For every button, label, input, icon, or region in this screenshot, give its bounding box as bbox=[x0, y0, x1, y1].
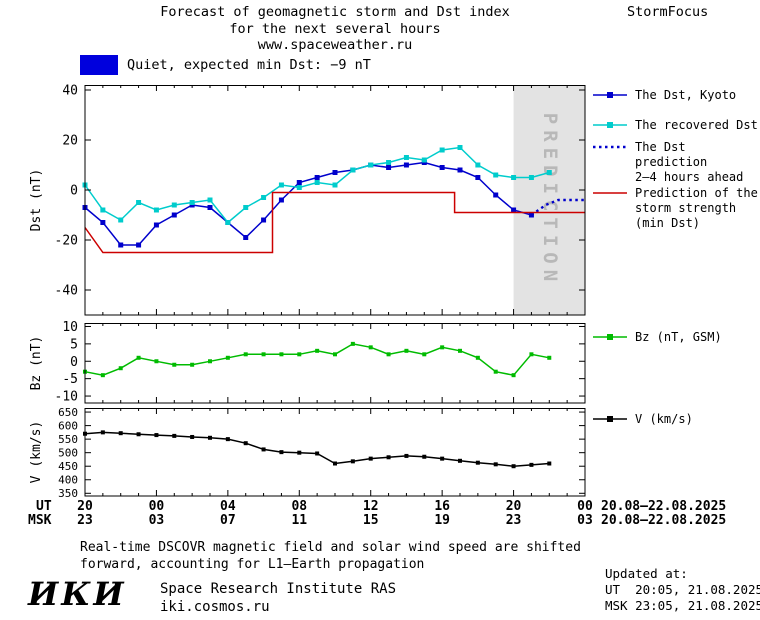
y-axis-label: Bz (nT) bbox=[29, 336, 44, 391]
legend-marker-icon bbox=[593, 334, 627, 340]
ut-tick-4: 12 bbox=[362, 499, 379, 514]
svg-text:-10: -10 bbox=[55, 390, 78, 405]
legend-label: V (km/s) bbox=[635, 412, 693, 426]
svg-text:450: 450 bbox=[58, 460, 78, 473]
legend-marker-icon bbox=[593, 192, 627, 194]
svg-text:10: 10 bbox=[62, 320, 78, 335]
footer-note: Real-time DSCOVR magnetic field and sola… bbox=[80, 539, 581, 573]
msk-tick-4: 15 bbox=[362, 513, 379, 528]
brand-label: StormFocus bbox=[627, 4, 709, 20]
legend-item-5: V (km/s) bbox=[592, 412, 693, 427]
banner-label: Quiet, expected min Dst: −9 nT bbox=[127, 56, 371, 73]
msk-axis-label: MSK bbox=[28, 513, 52, 528]
source-url: www.spaceweather.ru bbox=[257, 37, 413, 53]
plot-border bbox=[84, 85, 586, 316]
svg-text:-20: -20 bbox=[55, 234, 78, 249]
iki-logo: ИКИ bbox=[28, 575, 127, 613]
msk-tick-5: 19 bbox=[434, 513, 450, 528]
ut-tick-6: 20 bbox=[505, 499, 522, 514]
institute-name: Space Research Institute RAS bbox=[160, 581, 397, 597]
footer-note-line1: Real-time DSCOVR magnetic field and sola… bbox=[80, 540, 581, 555]
legend-marker-icon bbox=[593, 416, 627, 422]
svg-text:600: 600 bbox=[58, 419, 78, 432]
svg-text:-5: -5 bbox=[62, 372, 78, 387]
ut-tick-3: 08 bbox=[291, 499, 308, 514]
ut-tick-0: 20 bbox=[77, 499, 93, 514]
legend-marker-icon bbox=[593, 92, 627, 98]
msk-tick-1: 03 bbox=[148, 513, 165, 528]
svg-text:40: 40 bbox=[62, 84, 78, 99]
svg-text:5: 5 bbox=[70, 337, 78, 352]
banner-swatch bbox=[80, 54, 118, 75]
svg-text:550: 550 bbox=[58, 433, 78, 446]
institute-site: iki.cosmos.ru bbox=[160, 599, 270, 615]
footer-note-line2: forward, accounting for L1–Earth propaga… bbox=[80, 557, 425, 572]
dst-panel: PREDICTION 40 20 0 -20 -40 Dst (nT) bbox=[29, 84, 586, 316]
ut-axis-label: UT bbox=[36, 499, 52, 514]
prediction-band bbox=[513, 85, 585, 315]
svg-text:-40: -40 bbox=[55, 284, 78, 299]
series-The Dst, Kyoto bbox=[84, 161, 532, 246]
legend-label: Bz (nT, GSM) bbox=[635, 330, 722, 344]
svg-text:0: 0 bbox=[70, 184, 78, 199]
updated-ut: UT 20:05, 21.08.2025 bbox=[605, 582, 760, 597]
updated-block: Updated at: UT 20:05, 21.08.2025 MSK 23:… bbox=[605, 566, 760, 614]
ut-tick-1: 00 bbox=[148, 499, 165, 514]
plot-border bbox=[84, 323, 586, 404]
bz-panel: 10 5 0 -5 -10 Bz (nT) bbox=[29, 320, 586, 405]
svg-text:0: 0 bbox=[70, 355, 78, 370]
msk-tick-0: 23 bbox=[77, 513, 93, 528]
msk-tick-7: 03 bbox=[577, 513, 593, 528]
legend-marker-icon bbox=[593, 122, 627, 128]
legend-item-0: The Dst, Kyoto bbox=[592, 88, 736, 103]
legend-label: The Dst, Kyoto bbox=[635, 88, 737, 102]
msk-tick-3: 11 bbox=[291, 513, 308, 528]
title-block: Forecast of geomagnetic storm and Dst in… bbox=[85, 4, 585, 54]
page-subtitle: for the next several hours bbox=[229, 20, 441, 37]
svg-text:650: 650 bbox=[58, 406, 78, 419]
series-Prediction of the storm strength (min Dst) bbox=[84, 191, 585, 254]
legend-label: Prediction of the storm strength (min Dst) bbox=[635, 186, 758, 230]
msk-tick-6: 23 bbox=[505, 513, 522, 528]
status-banner: Quiet, expected min Dst: −9 nT bbox=[80, 54, 371, 75]
legend-item-2: The Dst prediction 2–4 hours ahead bbox=[592, 140, 760, 185]
page-title: Forecast of geomagnetic storm and Dst in… bbox=[160, 4, 510, 20]
y-axis-label: V (km/s) bbox=[29, 421, 44, 484]
y-axis-label: Dst (nT) bbox=[29, 169, 44, 232]
updated-label: Updated at: bbox=[605, 566, 688, 581]
svg-text:20: 20 bbox=[62, 134, 78, 149]
legend-label: The Dst prediction 2–4 hours ahead bbox=[635, 140, 744, 184]
ut-tick-2: 04 bbox=[220, 499, 236, 514]
msk-daterange: 20.08–22.08.2025 bbox=[601, 513, 727, 528]
legend-label: The recovered Dst bbox=[635, 118, 758, 132]
msk-tick-2: 07 bbox=[220, 513, 236, 528]
ut-tick-7: 00 bbox=[577, 499, 593, 514]
ut-tick-5: 16 bbox=[434, 499, 450, 514]
svg-text:350: 350 bbox=[58, 487, 78, 500]
ut-daterange: 20.08–22.08.2025 bbox=[601, 499, 727, 514]
legend-item-3: Prediction of the storm strength (min Dst) bbox=[592, 186, 758, 231]
legend: The Dst, Kyoto The recovered Dst The Dst p… bbox=[592, 0, 760, 540]
legend-item-1: The recovered Dst bbox=[592, 118, 758, 133]
plot-border bbox=[84, 408, 586, 497]
updated-msk: MSK 23:05, 21.08.2025 bbox=[605, 598, 760, 613]
prediction-band-label: PREDICTION bbox=[539, 113, 561, 287]
series-The Dst prediction 2–4 hours ahead bbox=[530, 198, 585, 216]
svg-text:400: 400 bbox=[58, 474, 78, 487]
svg-text:500: 500 bbox=[58, 447, 78, 460]
legend-item-4: Bz (nT, GSM) bbox=[592, 330, 722, 345]
legend-marker-icon bbox=[593, 145, 627, 149]
